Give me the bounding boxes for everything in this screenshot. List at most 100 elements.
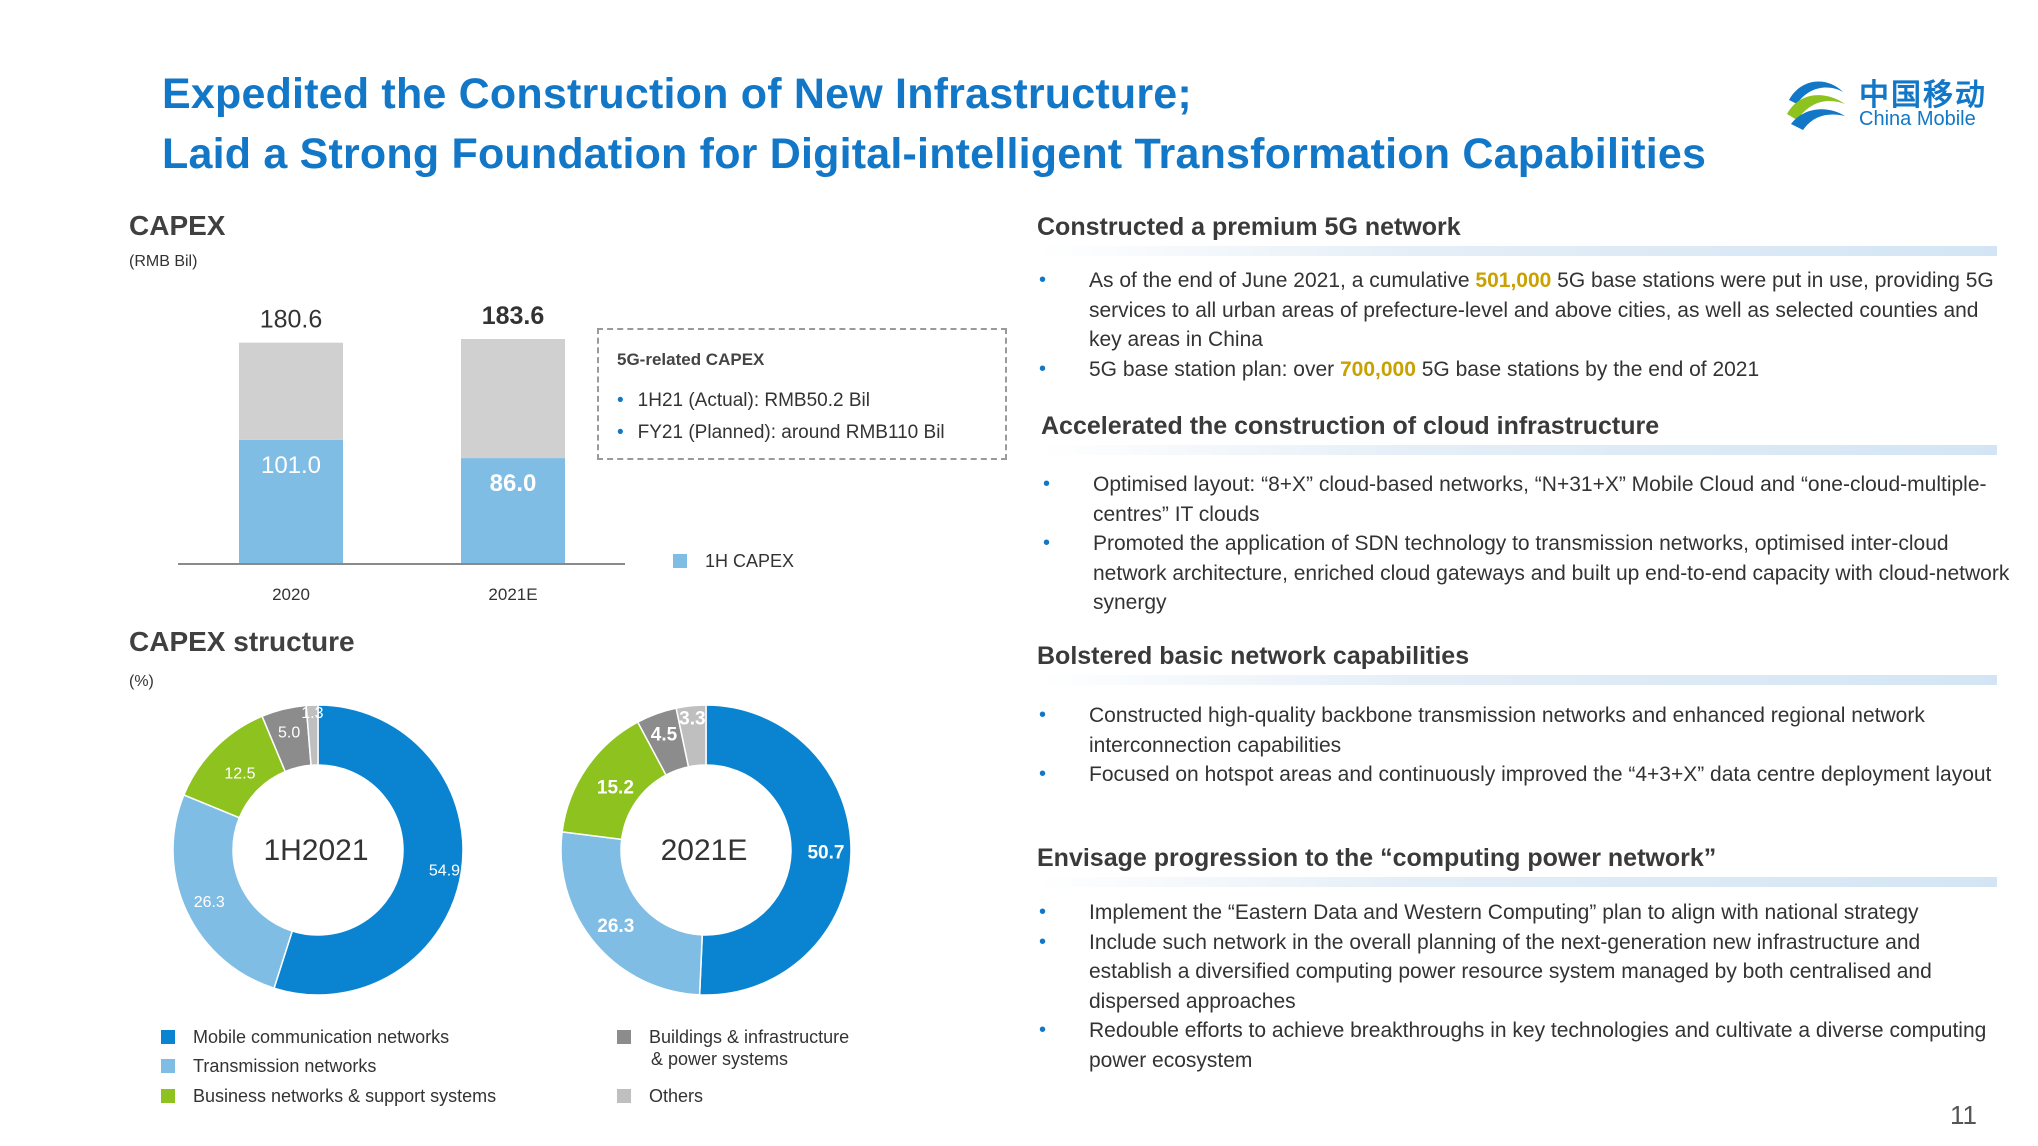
bullet-text: Optimised layout: “8+X” cloud-based netw… (1093, 473, 1987, 526)
section-underline (1037, 246, 1997, 256)
bullet-item: • 5G base station plan: over 700,000 5G b… (1037, 355, 2007, 385)
title-line-2: Laid a Strong Foundation for Digital-int… (162, 130, 1707, 178)
bullet-item: • Optimised layout: “8+X” cloud-based net… (1041, 470, 2011, 529)
legend-swatch (617, 1089, 631, 1103)
section-computing-power: Envisage progression to the “computing p… (1037, 844, 1997, 887)
capex-structure-unit: (%) (129, 673, 154, 690)
legend-buildings-power-line2: & power systems (651, 1049, 789, 1069)
bullet-text: Focused on hotspot areas and continuousl… (1089, 763, 1992, 786)
callout-item: • FY21 (Planned): around RMB110 Bil (617, 422, 945, 443)
bar-total-label: 180.6 (260, 306, 323, 334)
legend-swatch (673, 554, 687, 568)
callout-item-text: FY21 (Planned): around RMB110 Bil (637, 422, 945, 443)
bullet-dot: • (1039, 901, 1047, 923)
bullet-text: 5G base station plan: over (1089, 357, 1340, 381)
bar-1h-capex-2020 (239, 439, 343, 563)
legend-label: Transmission networks (193, 1056, 377, 1076)
highlight-number: 700,000 (1340, 357, 1416, 381)
bullet-dot: • (1043, 473, 1051, 495)
legend-swatch (161, 1059, 175, 1073)
callout-item-text: 1H21 (Actual): RMB50.2 Bil (637, 390, 870, 411)
callout-title: 5G-related CAPEX (617, 350, 765, 369)
bar-2h-capex-2021E (461, 339, 565, 459)
bullet-dot: • (1043, 532, 1051, 554)
donut-chart-2021e: 50.7 26.3 15.2 4.53.3 2021E (560, 704, 852, 996)
donut-slice (305, 704, 319, 767)
section-heading: Accelerated the construction of cloud in… (1041, 412, 1660, 440)
capex-bar-chart: 101.0 180.6 2020 86.0 183.6 2021E (178, 302, 625, 604)
title-line-1: Expedited the Construction of New Infras… (162, 70, 1192, 118)
bullet-dot: • (1039, 704, 1047, 726)
bullet-item: • Implement the “Eastern Data and Western… (1037, 898, 2007, 928)
bullet-dot: • (1039, 930, 1047, 953)
bullet-item: • As of the end of June 2021, a cumulativ… (1037, 266, 2007, 355)
bullet-text: Constructed high-quality backbone transm… (1089, 704, 1925, 757)
bullet-item: • Redouble efforts to achieve breakthroug… (1037, 1016, 2007, 1075)
bullet-dot: • (1039, 269, 1047, 291)
bullet-item: • Promoted the application of SDN technol… (1041, 529, 2011, 618)
donut-chart-1h2021: 54.9 26.3 12.5 5.01.3 1H2021 (172, 704, 464, 996)
legend-swatch (161, 1030, 175, 1044)
donut-value-label: 54.9 (429, 863, 460, 880)
section-underline (1037, 877, 1997, 887)
x-tick-label: 2020 (272, 585, 310, 604)
donut-value-label: 5.0 (278, 724, 300, 741)
legend-transmission-networks: Transmission networks (161, 1056, 376, 1077)
bar-1h-capex-2021E (461, 458, 565, 563)
section-heading: Constructed a premium 5G network (1037, 213, 1461, 241)
bullet-text: Redouble efforts to achieve breakthrough… (1089, 1019, 1987, 1072)
donut-value-label: 15.2 (597, 778, 634, 799)
legend-mobile-networks: Mobile communication networks (161, 1027, 449, 1048)
donut-value-label: 12.5 (224, 765, 255, 782)
x-tick-label: 2021E (488, 585, 537, 604)
bar-total-label: 183.6 (482, 302, 545, 330)
bullet-item: • Constructed high-quality backbone trans… (1037, 701, 2007, 760)
capex-heading: CAPEX (129, 210, 226, 241)
donut-center-label: 1H2021 (263, 834, 368, 867)
donut-slice (675, 704, 707, 768)
legend-label: 1H CAPEX (705, 551, 795, 571)
legend-swatch (617, 1030, 631, 1044)
bullet-text: As of the end of June 2021, a cumulative (1089, 269, 1476, 292)
bullet-item: • Include such network in the overall pla… (1037, 928, 2007, 1017)
donut-slice (172, 793, 294, 990)
bullet-dot: • (1039, 357, 1047, 380)
bullet-text: Include such network in the overall plan… (1089, 930, 1932, 1013)
donut-slice (273, 704, 464, 996)
bullets-basic-network: • Constructed high-quality backbone trans… (1037, 701, 2007, 790)
bullet-text: 5G base stations by the end of 2021 (1415, 357, 1760, 381)
bullet-text: 5G base stations were put in use, provid… (1089, 269, 1994, 351)
section-heading: Bolstered basic network capabilities (1037, 642, 1470, 670)
5g-capex-callout: 5G-related CAPEX • 1H21 (Actual): RMB50.2… (597, 328, 1007, 460)
bullets-premium-5g: • As of the end of June 2021, a cumulativ… (1037, 266, 2007, 384)
bullet-item: • Focused on hotspot areas and continuous… (1037, 760, 2007, 790)
section-cloud-infrastructure: Accelerated the construction of cloud in… (1041, 412, 1997, 455)
legend-others: Others (617, 1086, 703, 1107)
legend-buildings-power: Buildings & infrastructure (617, 1027, 849, 1048)
page-number: 11 (1950, 1100, 1977, 1130)
bullet-dot: • (1039, 763, 1047, 785)
donut-slice (560, 830, 704, 996)
donut-slice (698, 704, 852, 996)
legend-label: Others (649, 1086, 704, 1106)
legend-business-networks: Business networks & support systems (161, 1086, 496, 1107)
bar-2h-capex-2020 (239, 342, 343, 440)
donut-center-label: 2021E (661, 834, 748, 867)
bullet-text: Promoted the application of SDN technolo… (1093, 532, 2010, 614)
legend-label: Buildings & infrastructure (649, 1027, 850, 1047)
bar-legend-1h-capex: 1H CAPEX (673, 551, 794, 572)
bar-value-label: 101.0 (261, 452, 321, 479)
legend-swatch (161, 1089, 175, 1103)
donut-value-label: 4.5 (651, 724, 678, 745)
section-premium-5g: Constructed a premium 5G network (1037, 213, 1997, 256)
section-underline (1041, 445, 1997, 455)
legend-label: Business networks & support systems (193, 1086, 497, 1106)
capex-structure-heading: CAPEX structure (129, 626, 355, 657)
bullet-text: Implement the “Eastern Data and Western … (1089, 901, 1919, 924)
logo-chinese-text: 中国移动 (1859, 79, 1987, 112)
callout-item: • 1H21 (Actual): RMB50.2 Bil (617, 390, 870, 411)
donut-value-label: 26.3 (194, 894, 225, 911)
legend-label: Mobile communication networks (193, 1027, 450, 1047)
bullets-cloud-infrastructure: • Optimised layout: “8+X” cloud-based net… (1041, 470, 2011, 618)
bar-value-label: 86.0 (490, 470, 537, 497)
